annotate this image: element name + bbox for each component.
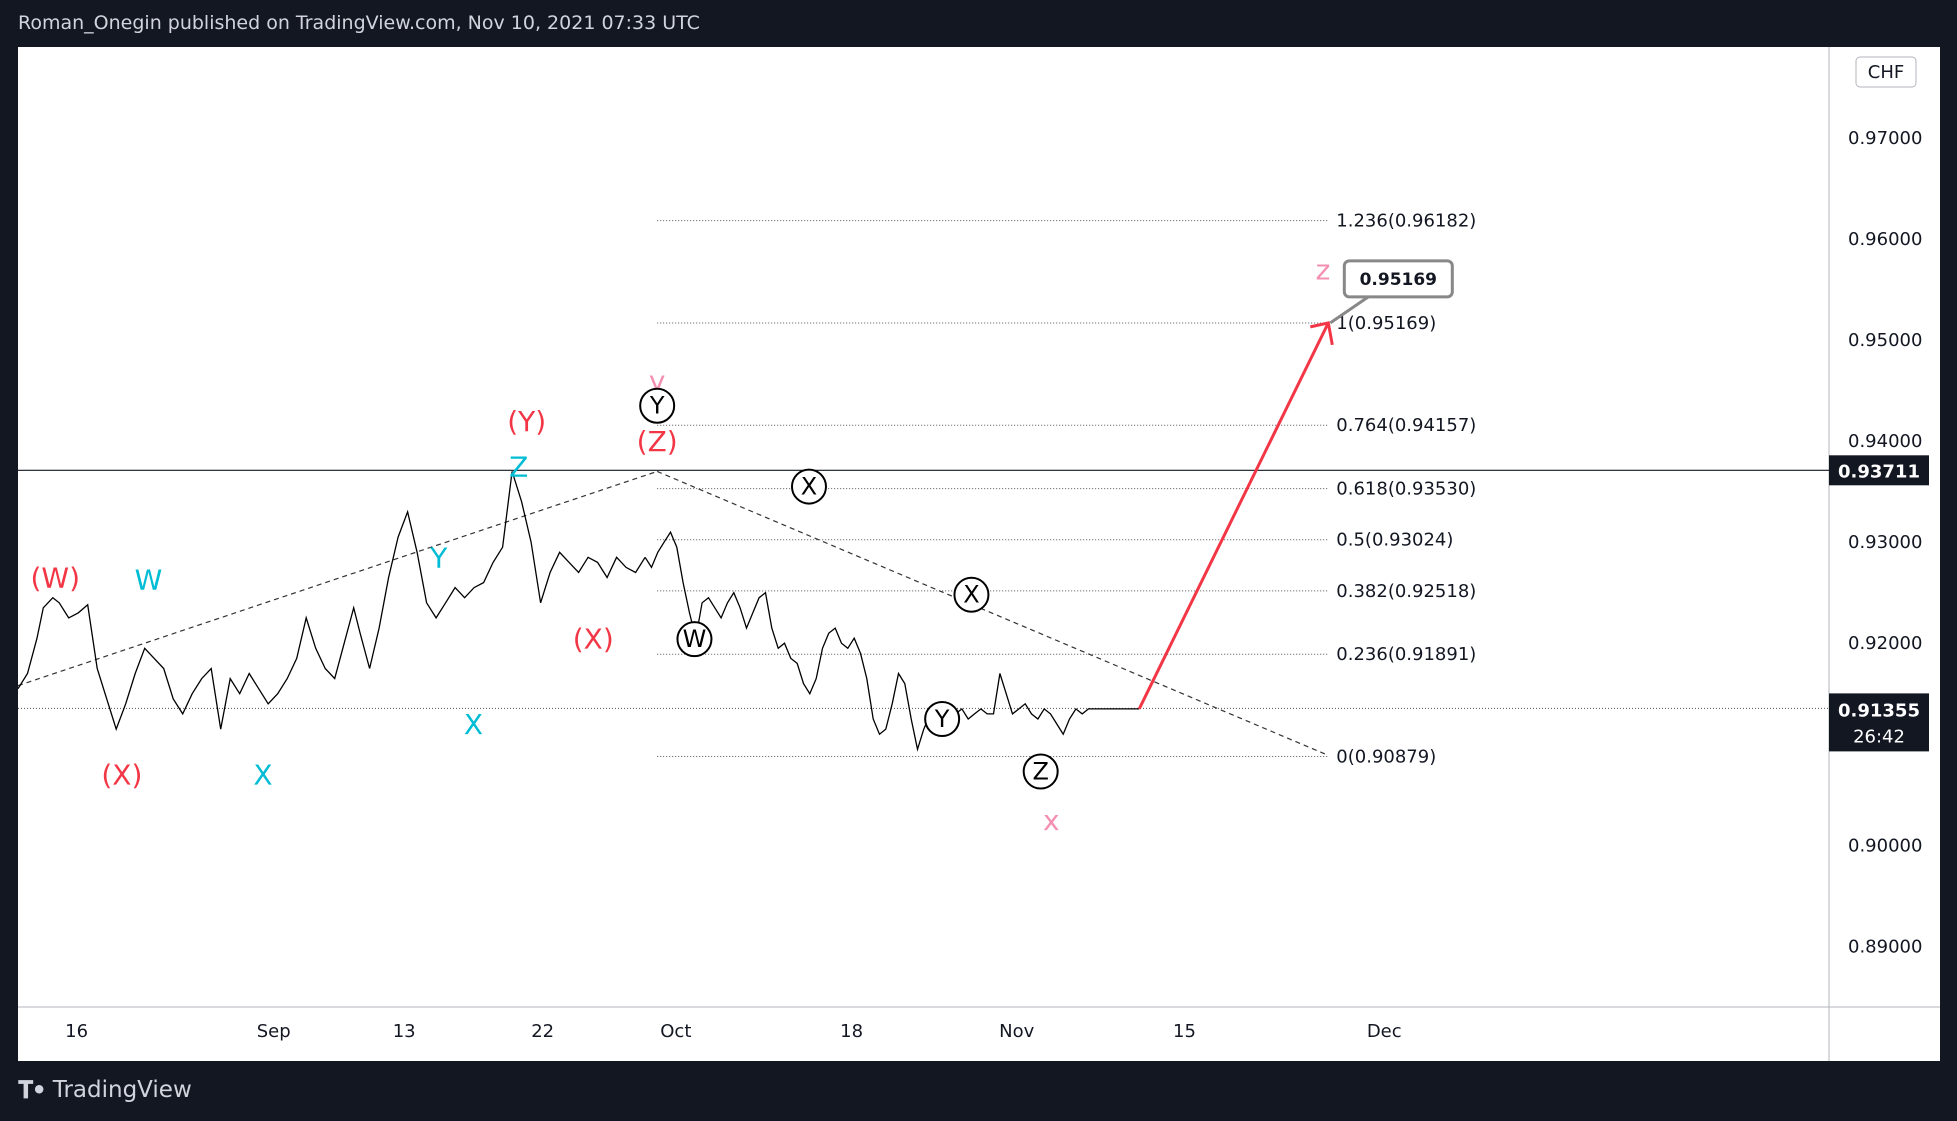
forecast-arrowhead xyxy=(1309,321,1334,346)
fib-level-label: 0.618(0.93530) xyxy=(1336,479,1476,500)
price-series xyxy=(18,471,646,732)
chart-canvas[interactable]: CHF 0.97000 0.96000 0.95000 0.94000 0.93000 0.… xyxy=(18,47,1940,1061)
current-price-value: 0.91355 xyxy=(1838,700,1920,721)
wave-label: Y xyxy=(429,541,448,574)
rising-trendline[interactable] xyxy=(18,470,658,687)
label-circle-text: W xyxy=(683,625,707,653)
x-tick-label: 13 xyxy=(393,1021,416,1042)
circled-wave-label: Y xyxy=(639,387,676,424)
x-tick-label: 15 xyxy=(1173,1021,1196,1042)
brand-name: TradingView xyxy=(52,1077,192,1103)
marked-level-value: 0.93711 xyxy=(1838,461,1920,482)
label-circle-text: Y xyxy=(649,392,665,420)
y-tick-label: 0.97000 xyxy=(1848,128,1922,149)
price-series xyxy=(644,530,1140,752)
label-circle xyxy=(924,701,961,737)
fib-level-label: 0.764(0.94157) xyxy=(1336,415,1476,436)
currency-box[interactable] xyxy=(1855,56,1917,88)
label-circle xyxy=(953,576,990,613)
label-circle xyxy=(676,621,713,658)
x-tick-label: 16 xyxy=(65,1021,88,1042)
wave-label: (X) xyxy=(573,622,614,655)
publish-info: Roman_Onegin published on TradingView.co… xyxy=(18,12,700,34)
fib-level-label: 0.5(0.93024) xyxy=(1336,530,1453,551)
y-tick-label: 0.92000 xyxy=(1848,633,1922,654)
label-circle xyxy=(639,387,676,424)
x-tick-label: Sep xyxy=(257,1021,291,1042)
target-value: 0.95169 xyxy=(1360,270,1437,290)
circled-wave-label: X xyxy=(953,576,990,613)
wave-label: (W) xyxy=(31,562,81,595)
fib-level-label: 1(0.95169) xyxy=(1336,313,1436,334)
wave-label: x xyxy=(1043,804,1060,837)
target-callout[interactable] xyxy=(1342,259,1454,299)
wave-label: (Y) xyxy=(507,405,546,438)
falling-trendline[interactable] xyxy=(656,470,1329,756)
fib-level-label: 0.236(0.91891) xyxy=(1336,644,1476,665)
tradingview-logo-icon: 𝐓• xyxy=(18,1076,47,1104)
forecast-arrow[interactable] xyxy=(1137,322,1330,710)
label-circle-text: Z xyxy=(1032,758,1048,786)
current-price-tag xyxy=(1829,693,1929,752)
wave-label: W xyxy=(135,564,163,597)
y-tick-label: 0.93000 xyxy=(1848,532,1922,553)
wave-label: Z xyxy=(509,450,528,483)
circled-wave-label: X xyxy=(790,468,827,505)
wave-label: X xyxy=(464,708,483,741)
label-circle-text: X xyxy=(801,473,817,501)
wave-label: X xyxy=(253,759,272,792)
wave-label: (X) xyxy=(101,759,142,792)
circled-wave-label: Z xyxy=(1022,753,1059,790)
wave-label: (Z) xyxy=(637,425,678,458)
x-tick-label: Oct xyxy=(660,1021,691,1042)
x-tick-label: Dec xyxy=(1367,1021,1402,1042)
y-tick-label: 0.90000 xyxy=(1848,835,1922,856)
bar-countdown: 26:42 xyxy=(1853,726,1905,747)
y-tick-label: 0.95000 xyxy=(1848,330,1922,351)
circled-wave-label: Y xyxy=(924,701,961,737)
label-circle-text: X xyxy=(963,581,979,609)
y-tick-label: 0.94000 xyxy=(1848,431,1922,452)
fib-level-label: 0.382(0.92518) xyxy=(1336,581,1476,602)
y-tick-label: 0.89000 xyxy=(1848,936,1922,957)
label-circle xyxy=(1022,753,1059,790)
brand-footer: 𝐓• TradingView xyxy=(18,1076,192,1104)
label-circle xyxy=(790,468,827,505)
chart-frame[interactable]: CHF 0.97000 0.96000 0.95000 0.94000 0.93000 0.… xyxy=(18,47,1940,1061)
fib-level-label: 0(0.90879) xyxy=(1336,746,1436,767)
currency-label: CHF xyxy=(1868,62,1904,83)
x-tick-label: Nov xyxy=(999,1021,1034,1042)
circled-wave-label: W xyxy=(676,621,713,658)
target-callout-pointer xyxy=(1329,295,1370,325)
x-tick-label: 18 xyxy=(840,1021,863,1042)
x-tick-label: 22 xyxy=(531,1021,554,1042)
y-tick-label: 0.96000 xyxy=(1848,229,1922,250)
fib-level-label: 1.236(0.96182) xyxy=(1336,211,1476,232)
marked-level-tag xyxy=(1829,455,1929,486)
wave-label: z xyxy=(1316,253,1331,286)
label-circle-text: Y xyxy=(934,705,950,733)
